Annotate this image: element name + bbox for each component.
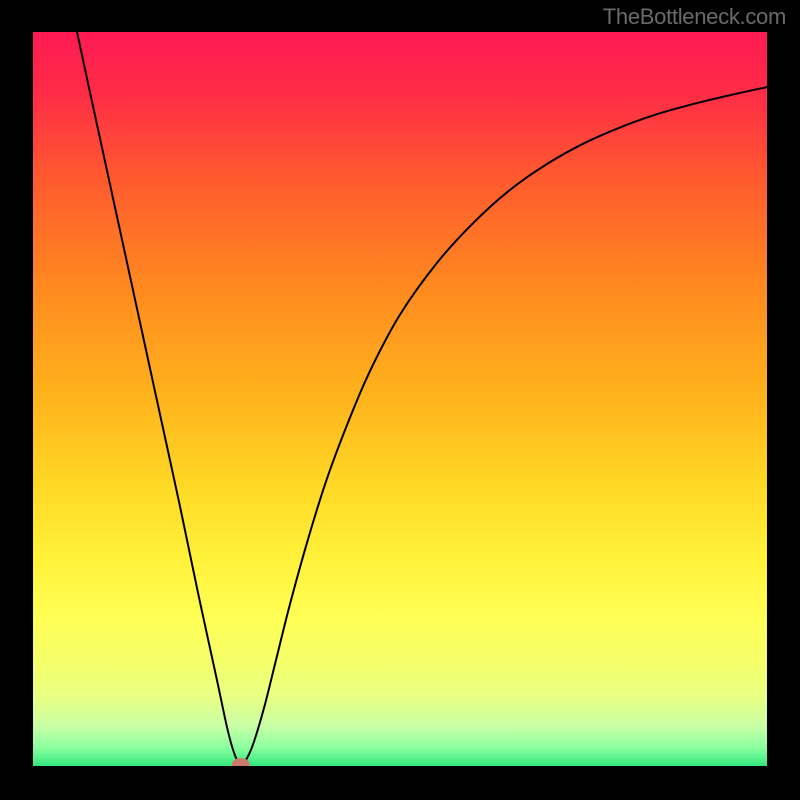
chart-container: TheBottleneck.com	[0, 0, 800, 800]
watermark-label: TheBottleneck.com	[603, 4, 786, 30]
plot-area	[33, 32, 767, 766]
gradient-background	[33, 32, 767, 766]
chart-svg	[33, 32, 767, 766]
